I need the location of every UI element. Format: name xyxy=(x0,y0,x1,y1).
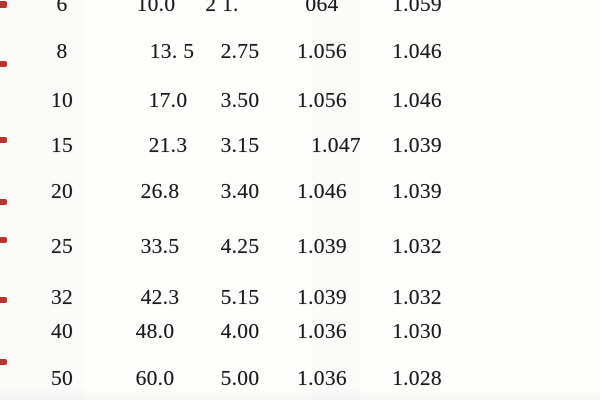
table-cell: 5.15 xyxy=(220,285,260,309)
table-cell: 1.036 xyxy=(297,366,347,390)
table-cell: 1.030 xyxy=(392,319,442,343)
red-edge-mark xyxy=(0,359,7,365)
table-cell: 32 xyxy=(50,285,74,309)
table-row: 15 21.3 3.15 1.047 1.039 xyxy=(0,132,600,158)
table-cell: 10 xyxy=(50,88,74,112)
table-row: 6 10.0 2 1. 064 1.059 xyxy=(0,0,600,17)
table-cell: 1.039 xyxy=(392,179,442,203)
red-edge-mark xyxy=(0,237,7,243)
table-cell: 5.00 xyxy=(220,366,260,390)
table-cell: 1.039 xyxy=(297,234,347,258)
red-edge-mark xyxy=(0,137,7,143)
table-row: 25 33.5 4.25 1.039 1.032 xyxy=(0,233,600,259)
table-cell: 10.0 xyxy=(136,0,176,16)
table-cell: 6 xyxy=(56,0,68,16)
table-row: 50 60.0 5.00 1.036 1.028 xyxy=(0,365,600,391)
table-cell: 8 xyxy=(56,39,68,63)
table-cell: 1.047 xyxy=(311,133,361,157)
table-cell: 4.25 xyxy=(220,234,260,258)
table-cell: 1.032 xyxy=(392,234,442,258)
red-edge-mark xyxy=(0,1,7,8)
table-cell: 1.036 xyxy=(297,319,347,343)
table-cell: 064 xyxy=(305,0,339,16)
table-cell: 1.028 xyxy=(392,366,442,390)
table-cell: 33.5 xyxy=(140,234,180,258)
table-cell: 2 1. xyxy=(205,0,239,16)
table-cell: 3.40 xyxy=(220,179,260,203)
table-row: 8 13. 5 2.75 1.056 1.046 xyxy=(0,38,600,64)
table-cell: 1.056 xyxy=(297,88,347,112)
table-row: 10 17.0 3.50 1.056 1.046 xyxy=(0,87,600,113)
table-cell: 42.3 xyxy=(140,285,180,309)
table-cell: 1.032 xyxy=(392,285,442,309)
table-cell: 21.3 xyxy=(148,133,188,157)
table-cell: 13. 5 xyxy=(149,39,195,63)
table-cell: 1.056 xyxy=(297,39,347,63)
table-cell: 4.00 xyxy=(220,319,260,343)
table-cell: 48.0 xyxy=(135,319,175,343)
table-cell: 2.75 xyxy=(220,39,260,63)
table-row: 20 26.8 3.40 1.046 1.039 xyxy=(0,178,600,204)
table-cell: 1.039 xyxy=(297,285,347,309)
table-cell: 20 xyxy=(50,179,74,203)
table-cell: 50 xyxy=(50,366,74,390)
table-cell: 3.15 xyxy=(220,133,260,157)
table-cell: 1.046 xyxy=(297,179,347,203)
table-cell: 17.0 xyxy=(148,88,188,112)
table-cell: 15 xyxy=(50,133,74,157)
table-row: 32 42.3 5.15 1.039 1.032 xyxy=(0,284,600,310)
table-row: 40 48.0 4.00 1.036 1.030 xyxy=(0,318,600,344)
table-cell: 3.50 xyxy=(220,88,260,112)
red-edge-mark xyxy=(0,61,7,67)
table-cell: 25 xyxy=(50,234,74,258)
table-cell: 1.046 xyxy=(392,88,442,112)
red-edge-mark xyxy=(0,297,7,303)
table-cell: 26.8 xyxy=(140,179,180,203)
table-cell: 1.046 xyxy=(392,39,442,63)
red-edge-mark xyxy=(0,199,7,205)
table-cell: 1.039 xyxy=(392,133,442,157)
table-cell: 60.0 xyxy=(135,366,175,390)
table-cell: 40 xyxy=(50,319,74,343)
table-cell: 1.059 xyxy=(392,0,442,16)
